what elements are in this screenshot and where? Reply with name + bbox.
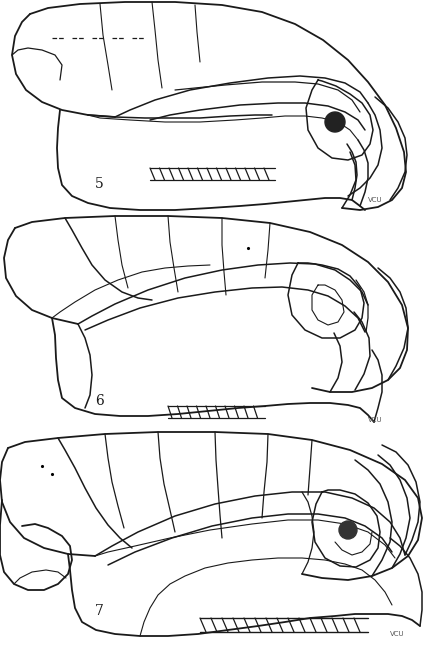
- Text: VCU: VCU: [390, 631, 405, 637]
- Text: VCU: VCU: [368, 417, 383, 423]
- Text: 7: 7: [95, 604, 104, 618]
- Circle shape: [325, 112, 345, 132]
- Circle shape: [339, 521, 357, 539]
- Text: 5: 5: [95, 177, 104, 191]
- Text: VCU: VCU: [368, 197, 383, 203]
- Text: 6: 6: [95, 394, 104, 408]
